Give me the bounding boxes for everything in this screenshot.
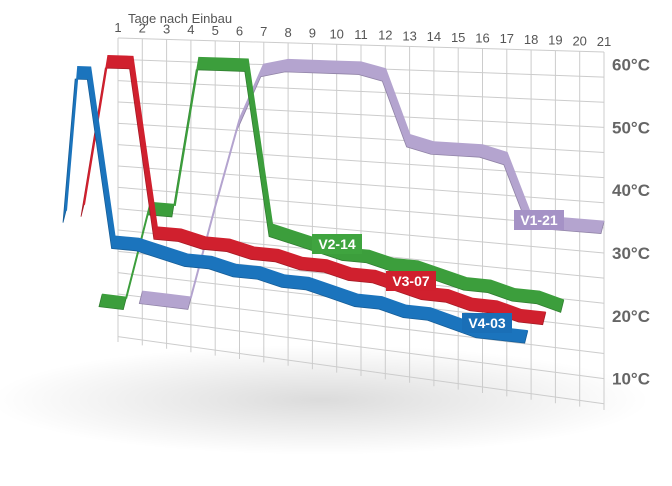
series-label-text: V3-07	[392, 273, 430, 289]
series-line-v1-21	[142, 58, 605, 299]
x-tick-label: 21	[597, 34, 611, 49]
grid-line-horizontal	[117, 122, 605, 153]
series-label-text: V2-14	[318, 236, 356, 252]
x-tick-label: 3	[163, 21, 170, 36]
x-axis-ticks: 1 2 3 4 5 6 7 8 9 10 11 12 13 14 15 16 17 18 19 20 21	[114, 20, 611, 49]
x-tick-label: 9	[309, 26, 316, 41]
series-label-box	[312, 234, 362, 254]
series-label-box	[514, 210, 564, 230]
x-tick-label: 12	[378, 28, 392, 43]
grid-line-horizontal	[117, 80, 605, 103]
y-tick-label: 40°C	[612, 181, 650, 200]
series-line-v3-07	[83, 55, 546, 314]
x-tick-label: 14	[427, 29, 441, 44]
x-tick-label: 10	[329, 26, 343, 41]
x-tick-label: 4	[187, 22, 194, 37]
y-tick-label: 50°C	[612, 118, 650, 137]
series-labels: V1-21 V2-14 V3-07 V4-03	[312, 210, 564, 333]
x-tick-label: 2	[139, 21, 146, 36]
grid-line-horizontal	[117, 101, 605, 128]
x-tick-label: 7	[260, 24, 267, 39]
series-label-box	[386, 271, 436, 291]
series-label-v1-21: V1-21	[514, 210, 564, 230]
x-tick-label: 11	[354, 27, 368, 42]
x-tick-label: 8	[284, 25, 291, 40]
series-label-text: V4-03	[468, 315, 506, 331]
series-label-text: V1-21	[520, 212, 558, 228]
grid-line-horizontal	[117, 293, 605, 354]
grid-line-horizontal	[117, 336, 605, 405]
x-tick-label: 16	[475, 31, 489, 46]
grid-line-horizontal	[117, 314, 605, 380]
y-tick-label: 30°C	[612, 244, 650, 263]
x-tick-label: 17	[500, 31, 514, 46]
y-axis-ticks: 60°C 50°C 40°C 30°C 20°C 10°C	[612, 56, 650, 389]
y-tick-label: 20°C	[612, 307, 650, 326]
y-tick-label: 60°C	[612, 56, 650, 75]
y-tick-label: 10°C	[612, 370, 650, 389]
grid-line-horizontal	[117, 208, 605, 254]
x-tick-label: 5	[212, 23, 219, 38]
x-tick-label: 15	[451, 30, 465, 45]
floor-shadow	[0, 345, 650, 455]
x-tick-label: 19	[548, 33, 562, 48]
series-line-v4-03	[65, 66, 528, 333]
x-tick-label: 6	[236, 24, 243, 39]
x-tick-label: 18	[524, 32, 538, 47]
chart-title: Tage nach Einbau	[128, 11, 232, 26]
series-label-box	[462, 313, 512, 333]
series-label-v4-03: V4-03	[462, 313, 512, 333]
grid-line-horizontal	[117, 37, 605, 53]
series-label-v2-14: V2-14	[312, 234, 362, 254]
x-tick-label: 13	[402, 28, 416, 43]
grid-line-horizontal	[117, 144, 605, 179]
x-tick-label: 1	[114, 20, 121, 35]
series-label-v3-07: V3-07	[386, 271, 436, 291]
x-tick-label: 20	[572, 33, 586, 48]
